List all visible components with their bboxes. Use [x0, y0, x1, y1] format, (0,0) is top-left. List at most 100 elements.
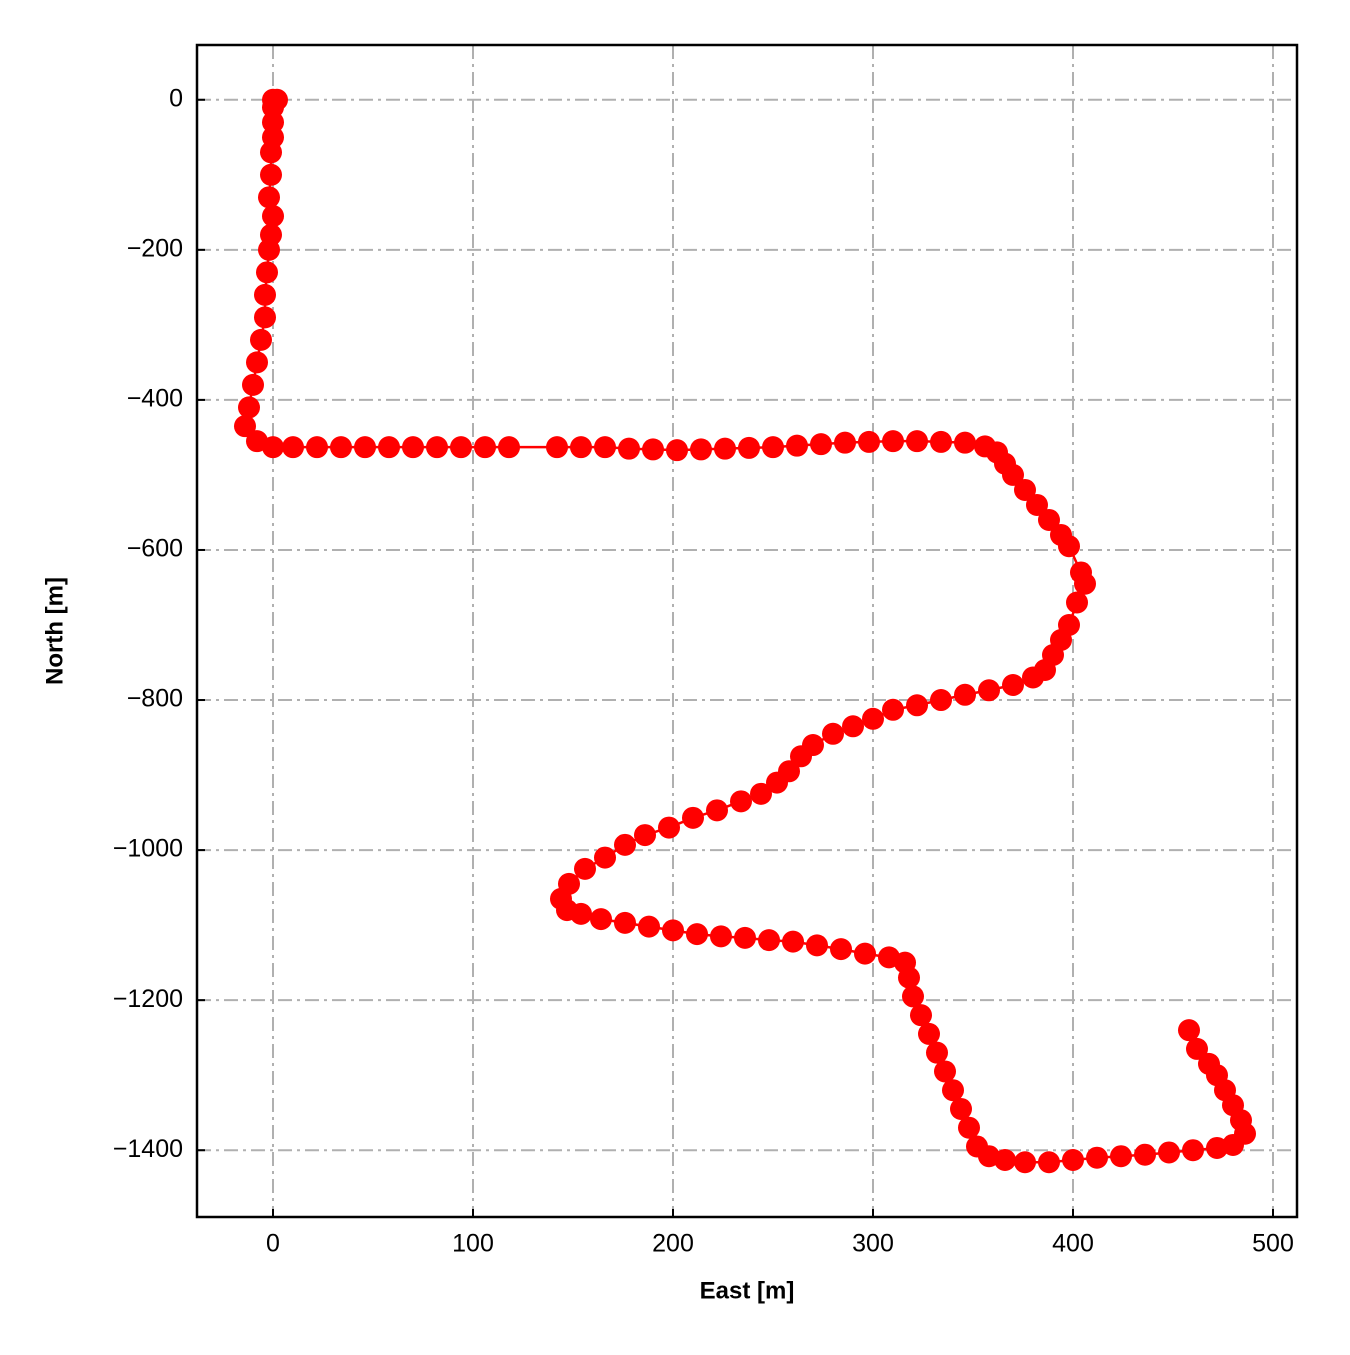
point	[898, 966, 920, 989]
point	[786, 434, 808, 457]
point	[262, 205, 284, 228]
point	[250, 328, 272, 351]
point	[994, 1148, 1016, 1171]
x-tick-label: 200	[652, 1230, 694, 1258]
y-tick-label: −800	[127, 685, 183, 713]
y-tick-label: −200	[127, 234, 183, 262]
point	[1110, 1145, 1132, 1168]
point	[574, 857, 596, 880]
point	[738, 436, 760, 459]
point	[782, 930, 804, 953]
point	[634, 824, 656, 847]
point	[594, 436, 616, 459]
point	[766, 771, 788, 794]
point	[546, 436, 568, 459]
point	[686, 923, 708, 946]
point	[234, 415, 256, 438]
point	[1086, 1146, 1108, 1169]
point	[806, 934, 828, 957]
point	[570, 902, 592, 925]
point	[810, 433, 832, 456]
point	[950, 1097, 972, 1120]
point	[614, 833, 636, 856]
point	[790, 745, 812, 768]
point	[762, 436, 784, 459]
y-tick-label: 0	[169, 84, 183, 112]
point	[260, 141, 282, 164]
point	[926, 1041, 948, 1064]
point	[1066, 591, 1088, 614]
point	[246, 351, 268, 374]
point	[590, 908, 612, 931]
point	[258, 238, 280, 261]
point	[1026, 493, 1048, 516]
point	[730, 790, 752, 813]
point	[734, 926, 756, 949]
x-axis-label: East [m]	[700, 1277, 795, 1304]
point	[882, 430, 904, 453]
point	[682, 806, 704, 829]
point	[262, 436, 284, 459]
point	[260, 163, 282, 186]
point	[1182, 1139, 1204, 1162]
point	[706, 799, 728, 822]
point	[330, 436, 352, 459]
trajectory-line	[243, 98, 1247, 1164]
point	[690, 438, 712, 461]
x-tick-label: 100	[452, 1230, 494, 1258]
point	[1022, 666, 1044, 689]
point	[858, 430, 880, 453]
point	[378, 436, 400, 459]
point	[1038, 1151, 1060, 1174]
y-tick-label: −1200	[113, 985, 183, 1013]
point	[1038, 508, 1060, 531]
point	[426, 436, 448, 459]
point	[662, 919, 684, 942]
point	[474, 436, 496, 459]
point	[830, 938, 852, 961]
point	[354, 436, 376, 459]
y-tick-label: −1000	[113, 835, 183, 863]
point	[942, 1079, 964, 1102]
point	[862, 707, 884, 730]
point	[638, 915, 660, 938]
point	[882, 698, 904, 721]
point	[1158, 1141, 1180, 1164]
point	[282, 436, 304, 459]
point	[842, 715, 864, 738]
point	[450, 436, 472, 459]
point	[642, 438, 664, 461]
point	[758, 929, 780, 952]
x-tick-label: 500	[1252, 1230, 1294, 1258]
point	[750, 782, 772, 805]
point	[906, 694, 928, 717]
point	[902, 985, 924, 1008]
point	[258, 186, 280, 209]
point	[958, 1116, 980, 1139]
point	[614, 911, 636, 934]
point	[1074, 572, 1096, 595]
point	[256, 261, 278, 284]
point	[498, 436, 520, 459]
point	[1002, 463, 1024, 486]
point	[954, 683, 976, 706]
point	[910, 1004, 932, 1027]
point	[954, 431, 976, 454]
point	[710, 925, 732, 948]
point	[930, 430, 952, 453]
point	[1198, 1052, 1220, 1075]
point	[1134, 1143, 1156, 1166]
point	[238, 396, 260, 419]
point	[854, 942, 876, 965]
point	[1002, 674, 1024, 697]
point	[714, 437, 736, 460]
point	[658, 816, 680, 839]
point	[306, 436, 328, 459]
x-tick-label: 300	[852, 1230, 894, 1258]
x-tick-label: 0	[266, 1230, 280, 1258]
point	[618, 437, 640, 460]
y-tick-label: −1400	[113, 1135, 183, 1163]
point	[822, 722, 844, 745]
point	[1178, 1019, 1200, 1042]
